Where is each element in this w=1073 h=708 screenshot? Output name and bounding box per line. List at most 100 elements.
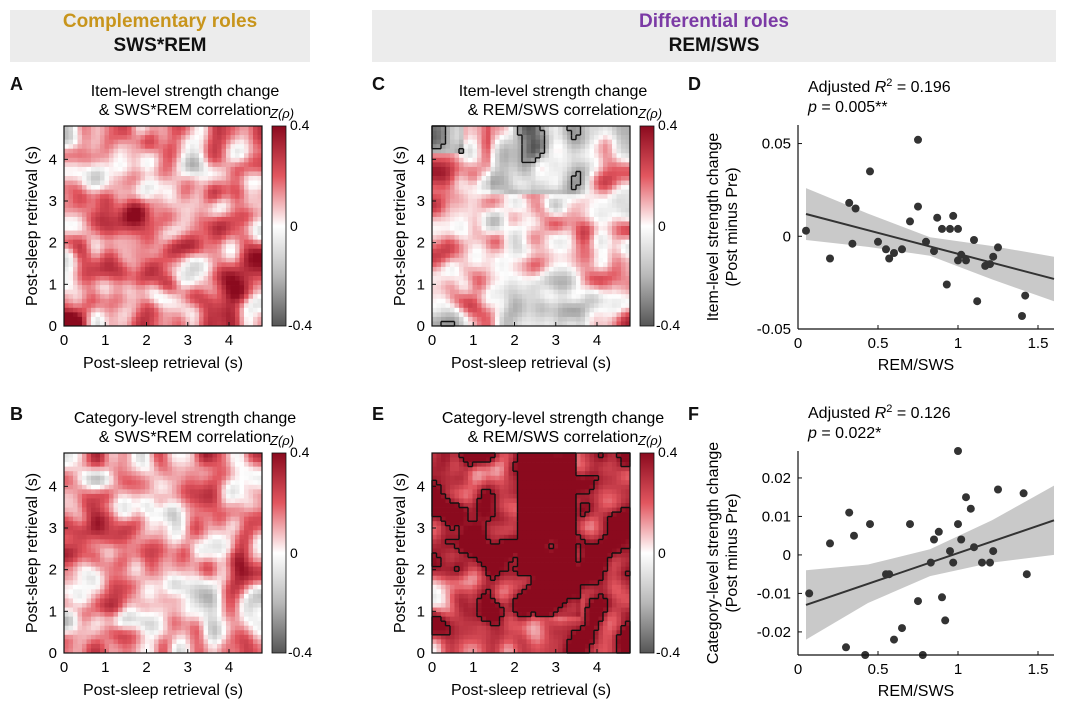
heatmap-cell bbox=[163, 239, 168, 245]
heatmap-cell bbox=[172, 139, 177, 145]
heatmap-title: & SWS*REM correlation bbox=[99, 102, 272, 119]
heatmap-cell bbox=[122, 148, 128, 154]
heatmap-cell bbox=[212, 639, 218, 645]
heatmap-cell bbox=[100, 194, 105, 200]
heatmap-cell bbox=[472, 135, 478, 140]
heatmap-cell bbox=[221, 516, 227, 522]
heatmap-cell bbox=[230, 475, 236, 481]
heatmap-cell bbox=[194, 603, 200, 608]
heatmap-cell bbox=[145, 321, 150, 327]
heatmap-cell bbox=[185, 226, 191, 231]
heatmap-cell bbox=[127, 203, 132, 209]
heatmap-cell bbox=[540, 212, 545, 218]
heatmap-cell bbox=[145, 512, 150, 517]
heatmap-cell bbox=[140, 589, 146, 595]
heatmap-cell bbox=[100, 235, 105, 240]
heatmap-cell bbox=[217, 589, 222, 595]
heatmap-cell bbox=[199, 285, 204, 290]
heatmap-cell bbox=[190, 553, 195, 558]
heatmap-cell bbox=[208, 235, 213, 240]
heatmap-cell bbox=[82, 266, 87, 272]
heatmap-cell bbox=[100, 516, 105, 522]
heatmap-cell bbox=[226, 562, 231, 567]
heatmap-cell bbox=[499, 226, 505, 231]
heatmap-cell bbox=[95, 548, 101, 554]
heatmap-cell bbox=[522, 216, 527, 222]
heatmap-cell bbox=[163, 643, 168, 649]
heatmap-cell bbox=[113, 530, 119, 536]
heatmap-cell bbox=[248, 194, 254, 200]
heatmap-cell bbox=[257, 289, 263, 295]
heatmap-cell bbox=[226, 493, 231, 499]
heatmap-cell bbox=[253, 162, 258, 168]
heatmap-cells bbox=[64, 126, 263, 327]
heatmap-cell bbox=[109, 630, 114, 636]
heatmap-cell bbox=[190, 566, 195, 572]
heatmap-cell bbox=[140, 616, 146, 622]
heatmap-cell bbox=[199, 616, 204, 622]
heatmap-cell bbox=[454, 171, 460, 177]
heatmap-cell bbox=[499, 171, 505, 177]
heatmap-cell bbox=[239, 266, 245, 272]
heatmap-cell bbox=[158, 648, 164, 654]
heatmap-cell bbox=[95, 221, 101, 227]
heatmap-cell bbox=[540, 135, 545, 140]
heatmap-cell bbox=[589, 207, 595, 213]
heatmap-cell bbox=[571, 135, 577, 140]
heatmap-cell bbox=[535, 162, 541, 168]
heatmap-cell bbox=[248, 307, 254, 313]
heatmap-cell bbox=[131, 248, 137, 254]
heatmap-cell bbox=[122, 157, 128, 163]
heatmap-cell bbox=[221, 507, 227, 513]
heatmap-cell bbox=[199, 593, 204, 599]
heatmap-cell bbox=[73, 462, 78, 467]
heatmap-cell bbox=[167, 153, 173, 159]
heatmap-cell bbox=[257, 280, 263, 286]
heatmap-cell bbox=[499, 166, 505, 172]
heatmap-cell bbox=[226, 466, 231, 472]
heatmap-cell bbox=[176, 593, 182, 599]
heatmap-cell bbox=[95, 248, 101, 254]
heatmap-cell bbox=[212, 630, 218, 636]
heatmap-cell bbox=[145, 507, 150, 513]
heatmap-cell bbox=[549, 157, 554, 163]
heatmap-cell bbox=[109, 235, 114, 240]
heatmap-cell bbox=[136, 276, 141, 281]
heatmap-cell bbox=[154, 643, 159, 649]
heatmap-cell bbox=[64, 157, 69, 163]
heatmap-cell bbox=[136, 221, 141, 227]
heatmap-cell bbox=[172, 621, 177, 627]
heatmap-cell bbox=[594, 189, 599, 195]
heatmap-cell bbox=[432, 221, 437, 227]
heatmap-cell bbox=[203, 153, 209, 159]
heatmap-cell bbox=[118, 144, 123, 150]
heatmap-cell bbox=[86, 198, 92, 204]
heatmap-cell bbox=[472, 153, 478, 159]
heatmap-cell bbox=[158, 643, 164, 649]
heatmap-cell bbox=[221, 462, 227, 467]
heatmap-cell bbox=[531, 144, 536, 150]
heatmap-cell bbox=[526, 148, 532, 154]
heatmap-cell bbox=[131, 226, 137, 231]
heatmap-cell bbox=[212, 289, 218, 295]
heatmap-cell bbox=[149, 203, 155, 209]
heatmap-cell bbox=[239, 453, 245, 458]
heatmap-cell bbox=[203, 307, 209, 313]
heatmap-cell bbox=[113, 298, 119, 304]
heatmap-cell bbox=[226, 212, 231, 218]
heatmap-cell bbox=[257, 525, 263, 531]
heatmap-cell bbox=[226, 480, 231, 486]
heatmap-cell bbox=[82, 516, 87, 522]
heatmap-cell bbox=[127, 525, 132, 531]
heatmap-cell bbox=[86, 589, 92, 595]
heatmap-cell bbox=[477, 130, 482, 136]
heatmap-cell bbox=[248, 571, 254, 577]
heatmap-cell bbox=[526, 130, 532, 136]
heatmap-cell bbox=[140, 189, 146, 195]
heatmap-cell bbox=[257, 521, 263, 527]
heatmap-cell bbox=[104, 135, 110, 140]
heatmap-cell bbox=[91, 180, 96, 186]
heatmap-cell bbox=[149, 198, 155, 204]
heatmap-cell bbox=[239, 171, 245, 177]
heatmap-cell bbox=[508, 230, 514, 236]
